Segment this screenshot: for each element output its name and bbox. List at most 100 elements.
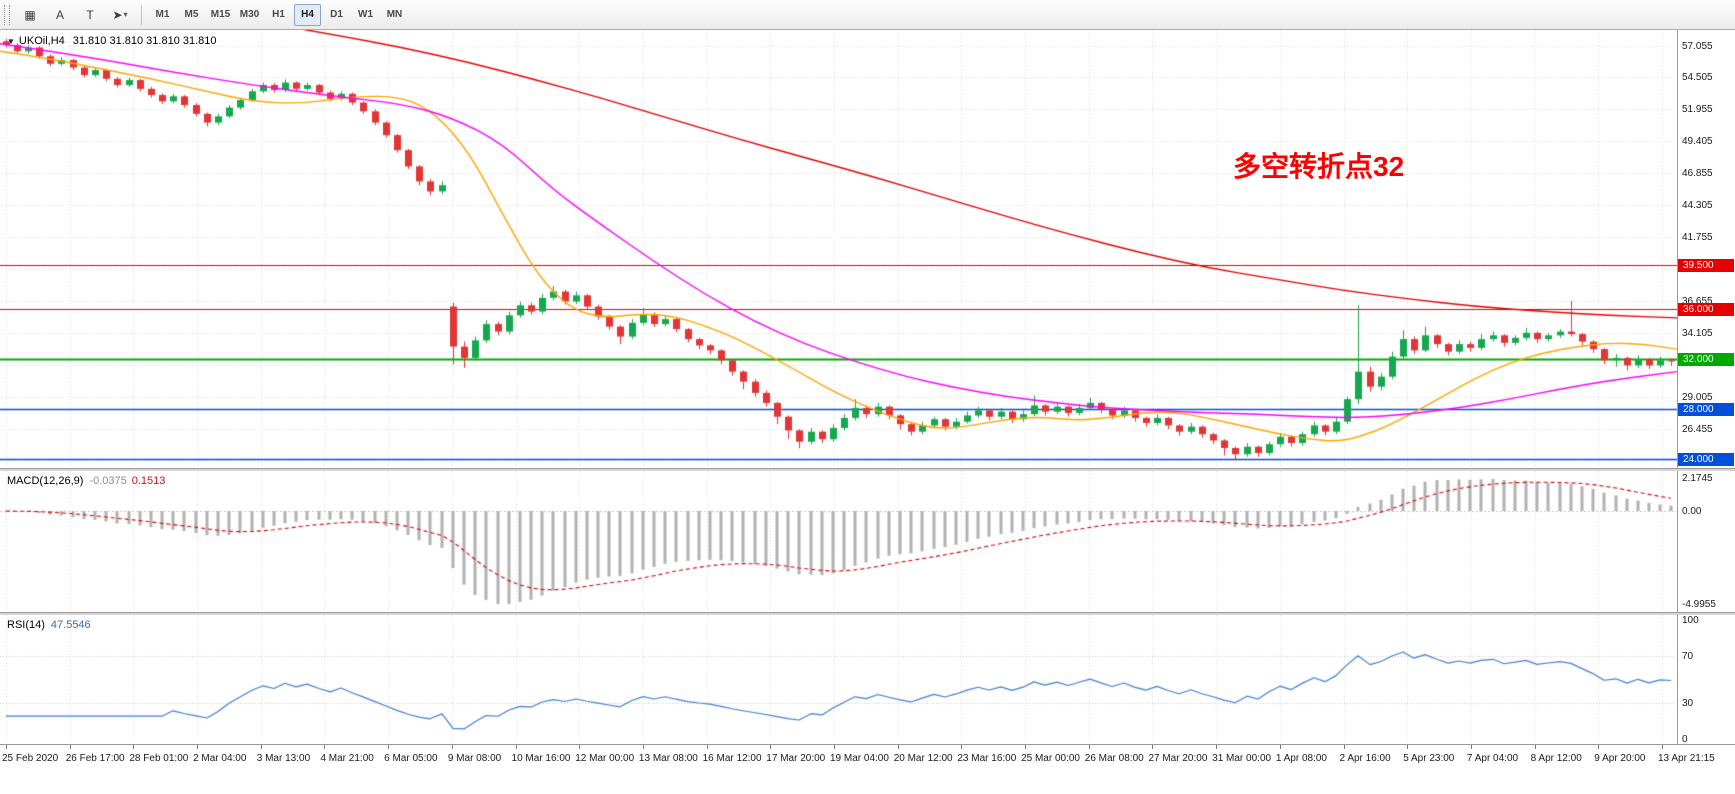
price-axis-label: 41.755 (1682, 232, 1713, 244)
time-axis-tick (1025, 745, 1026, 749)
time-axis-label: 26 Mar 08:00 (1084, 753, 1144, 764)
price-axis-label: 49.405 (1682, 136, 1713, 148)
timeframe-button-m30[interactable]: M30 (239, 9, 260, 20)
timeframe-button-m15[interactable]: M15 (210, 9, 231, 20)
time-axis-tick (388, 745, 389, 749)
price-axis-label: 54.505 (1682, 72, 1713, 84)
macd-axis-min-label: -4.9955 (1682, 599, 1716, 610)
time-axis-tick (898, 745, 899, 749)
chart-grid-button[interactable]: ▦ (24, 7, 36, 22)
toolbar-separator (141, 4, 142, 25)
macd-pane-label: MACD(12,26,9) -0.0375 0.1513 (7, 475, 165, 487)
time-axis-label: 28 Feb 01:00 (129, 753, 189, 764)
text-label-button[interactable]: A (55, 7, 64, 22)
price-axis-label: 57.055 (1682, 40, 1713, 52)
price-axis-border (1677, 30, 1678, 744)
time-axis-tick (770, 745, 771, 749)
price-axis-label: 29.005 (1682, 391, 1713, 403)
time-axis-label: 9 Mar 08:00 (447, 753, 502, 764)
dropdown-arrow-icon: ▾ (123, 10, 128, 19)
ohlc-values: 31.810 31.810 31.810 31.810 (72, 35, 217, 47)
rsi-name: RSI(14) (7, 619, 45, 631)
timeframe-button-m1[interactable]: M1 (155, 9, 170, 20)
chevron-down-icon[interactable]: ▼ (7, 37, 15, 46)
rsi-axis-70-label: 70 (1682, 650, 1694, 662)
timeframe-button-d1[interactable]: D1 (330, 9, 343, 20)
price-axis-label: 46.855 (1682, 168, 1713, 180)
price-level-badge: 39.500 (1678, 258, 1734, 272)
chart-title: ▼ UKOil,H4 31.810 31.810 31.810 31.810 (7, 35, 217, 47)
pane-separator-rsi[interactable] (0, 612, 1735, 615)
time-axis[interactable]: 25 Feb 2020 26 Feb 17:00 28 Feb 01:00 2 Mar… (0, 744, 1735, 794)
price-level-badge: 28.000 (1678, 402, 1734, 416)
time-axis-label: 26 Feb 17:00 (65, 753, 125, 764)
pane-separator-macd[interactable] (0, 468, 1735, 471)
chart-text-annotation: 多空转折点32 (1233, 151, 1405, 182)
time-axis-tick (579, 745, 580, 749)
time-axis-label: 7 Apr 04:00 (1466, 753, 1519, 764)
cursor-tool-button[interactable]: ➤ ▾ (112, 7, 128, 22)
main-price-chart-canvas[interactable] (0, 30, 1677, 468)
time-axis-label: 3 Mar 13:00 (256, 753, 311, 764)
time-axis-label: 25 Feb 2020 (2, 753, 59, 764)
macd-signal-value: 0.1513 (131, 475, 166, 487)
price-level-badge: 24.000 (1678, 452, 1734, 466)
time-axis-tick (452, 745, 453, 749)
time-axis-label: 13 Mar 08:00 (638, 753, 698, 764)
price-level-badge: 36.000 (1678, 302, 1734, 316)
time-axis-label: 12 Mar 00:00 (575, 753, 635, 764)
time-axis-label: 13 Apr 21:15 (1658, 753, 1715, 764)
time-axis-tick (1344, 745, 1345, 749)
time-axis-tick (1152, 745, 1153, 749)
time-axis-tick (324, 745, 325, 749)
timeframe-button-mn[interactable]: MN (386, 9, 403, 20)
tool-button-group: ▦ A T ➤ ▾ (15, 3, 135, 27)
rsi-value: 47.5546 (50, 619, 91, 631)
macd-axis-max-label: 2.1745 (1682, 473, 1713, 484)
time-axis-tick (1662, 745, 1663, 749)
timeframe-button-w1[interactable]: W1 (358, 9, 373, 20)
time-axis-label: 16 Mar 12:00 (702, 753, 762, 764)
macd-main-value: -0.0375 (89, 475, 127, 487)
time-axis-label: 23 Mar 16:00 (957, 753, 1017, 764)
toolbar-drag-handle[interactable] (4, 4, 10, 25)
timeframe-button-group: M1 M5 M15 M30 H1 H4 D1 W1 MN (148, 3, 409, 26)
timeframe-button-h4[interactable]: H4 (294, 3, 321, 26)
macd-name: MACD(12,26,9) (7, 475, 84, 487)
rsi-axis-100-label: 100 (1682, 615, 1699, 626)
macd-axis-zero-label: 0.00 (1682, 506, 1702, 518)
time-axis-tick (1089, 745, 1090, 749)
price-axis-label: 44.305 (1682, 200, 1713, 212)
toolbar: ▦ A T ➤ ▾ M1 M5 M15 M30 H1 H4 D1 W1 MN (0, 0, 1735, 30)
text-tool-button[interactable]: T (86, 7, 94, 22)
rsi-indicator-canvas[interactable] (0, 615, 1677, 744)
time-axis-tick (834, 745, 835, 749)
rsi-axis-30-label: 30 (1682, 698, 1694, 710)
time-axis-label: 25 Mar 00:00 (1021, 753, 1080, 764)
time-axis-label: 5 Apr 23:00 (1403, 753, 1455, 764)
time-axis-tick (1280, 745, 1281, 749)
rsi-pane-label: RSI(14) 47.5546 (7, 619, 91, 631)
time-axis-label: 20 Mar 12:00 (893, 753, 953, 764)
time-axis-label: 8 Apr 12:00 (1530, 753, 1582, 764)
price-axis-label: 36.655 (1682, 295, 1713, 307)
timeframe-button-m5[interactable]: M5 (184, 9, 199, 20)
symbol-period-label: UKOil,H4 (18, 35, 65, 47)
macd-indicator-canvas[interactable] (0, 471, 1677, 612)
price-axis-label: 51.955 (1682, 104, 1713, 116)
time-axis-label: 17 Mar 20:00 (766, 753, 826, 764)
time-axis-label: 10 Mar 16:00 (511, 753, 571, 764)
time-axis-label: 6 Mar 05:00 (384, 753, 438, 764)
time-axis-label: 19 Mar 04:00 (830, 753, 889, 764)
time-axis-tick (1407, 745, 1408, 749)
time-axis-label: 9 Apr 20:00 (1594, 753, 1646, 764)
time-axis-label: 27 Mar 20:00 (1148, 753, 1208, 764)
rsi-axis-0-label: 0 (1682, 734, 1688, 745)
time-axis-label: 1 Apr 08:00 (1275, 753, 1327, 764)
price-axis-label: 26.455 (1682, 423, 1713, 435)
time-axis-tick (70, 745, 71, 749)
time-axis-tick (643, 745, 644, 749)
timeframe-button-h1[interactable]: H1 (272, 9, 285, 20)
time-axis-label: 4 Mar 21:00 (320, 753, 374, 764)
